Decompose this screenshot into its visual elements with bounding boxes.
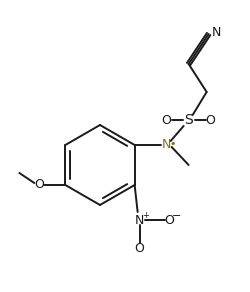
Text: N: N <box>161 138 171 152</box>
Text: O: O <box>205 114 215 126</box>
Text: S: S <box>184 113 192 127</box>
Text: O: O <box>34 178 44 192</box>
Text: N: N <box>134 213 144 227</box>
Text: −: − <box>171 211 180 221</box>
Text: +: + <box>142 211 148 220</box>
Text: O: O <box>134 241 144 255</box>
Text: •: • <box>169 139 175 149</box>
Text: O: O <box>164 213 174 227</box>
Text: N: N <box>211 25 220 39</box>
Text: O: O <box>161 114 171 126</box>
